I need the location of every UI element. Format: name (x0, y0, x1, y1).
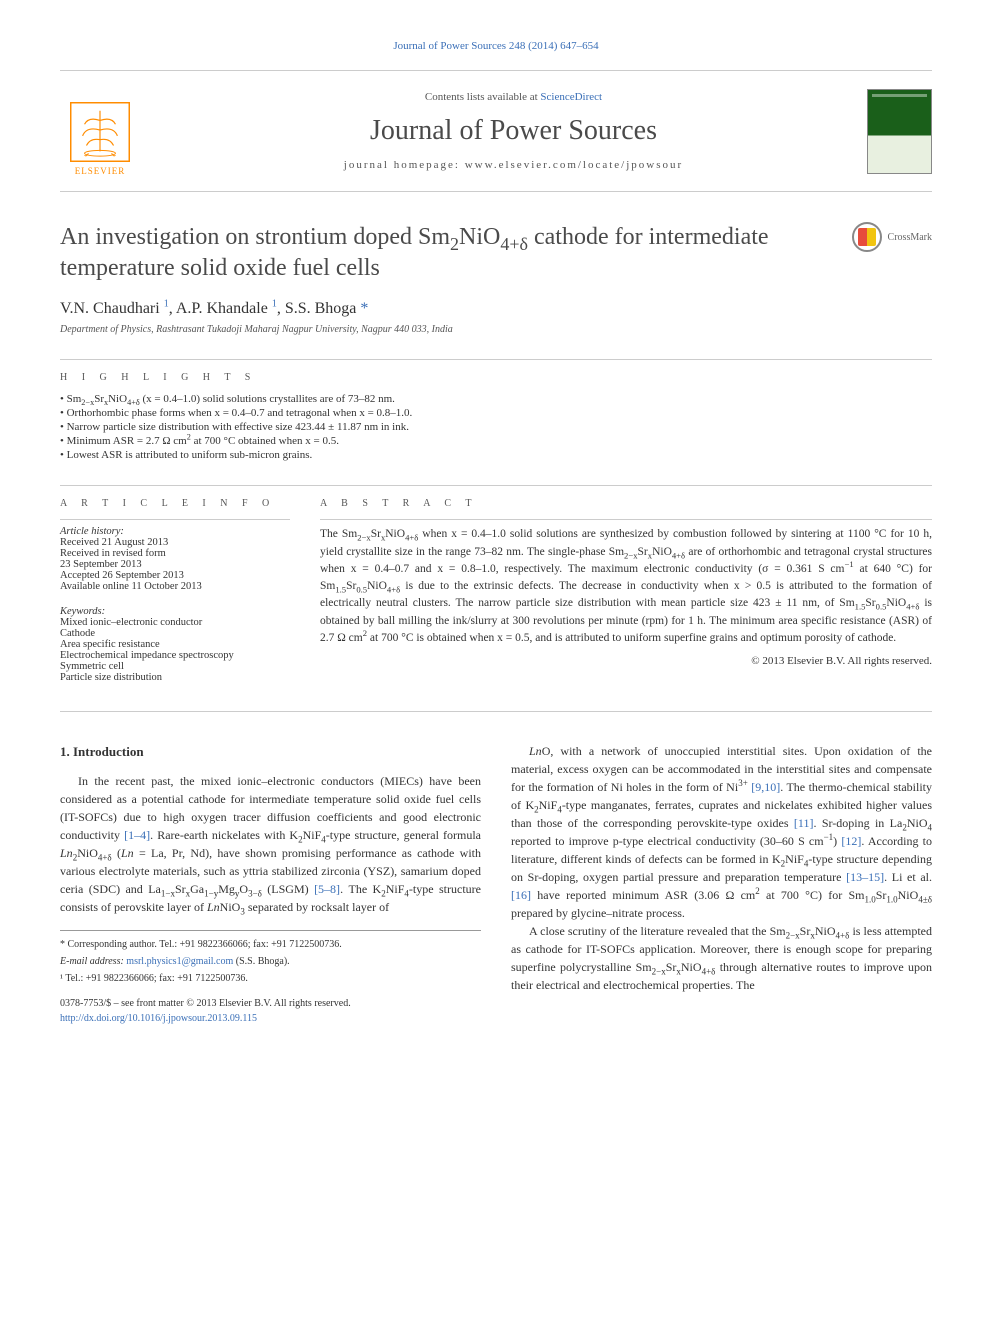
email-link[interactable]: msrl.physics1@gmail.com (126, 956, 233, 967)
contents-available: Contents lists available at ScienceDirec… (160, 91, 867, 103)
body-paragraph: In the recent past, the mixed ionic–elec… (60, 772, 481, 916)
divider (60, 711, 932, 712)
affiliation: Department of Physics, Rashtrasant Tukad… (60, 324, 932, 335)
history-item: 23 September 2013 (60, 559, 142, 570)
history-item: Available online 11 October 2013 (60, 581, 202, 592)
publisher-logo[interactable]: ELSEVIER (60, 86, 140, 176)
abstract-copyright: © 2013 Elsevier B.V. All rights reserved… (320, 655, 932, 667)
highlights-list: Sm2−xSrxNiO4+δ (x = 0.4–1.0) solid solut… (60, 393, 932, 461)
front-matter-meta: 0378-7753/$ – see front matter © 2013 El… (60, 996, 481, 1026)
citation-link[interactable]: Journal of Power Sources 248 (2014) 647–… (60, 40, 932, 52)
homepage-prefix: journal homepage: (344, 159, 465, 171)
divider (60, 359, 932, 360)
email-label: E-mail address: (60, 956, 126, 967)
article-title: An investigation on strontium doped Sm2N… (60, 222, 832, 284)
history-label: Article history: (60, 526, 124, 537)
header-center: Contents lists available at ScienceDirec… (160, 91, 867, 171)
highlight-item: Orthorhombic phase forms when x = 0.4–0.… (60, 407, 932, 419)
divider (60, 519, 290, 520)
highlight-item: Sm2−xSrxNiO4+δ (x = 0.4–1.0) solid solut… (60, 393, 932, 405)
crossmark-label: CrossMark (888, 232, 932, 243)
keywords-label: Keywords: (60, 606, 290, 617)
body-paragraph: LnO, with a network of unoccupied inters… (511, 742, 932, 922)
section-heading: 1. Introduction (60, 742, 481, 762)
sciencedirect-link[interactable]: ScienceDirect (540, 91, 602, 103)
publisher-name: ELSEVIER (75, 166, 126, 176)
article-info-label: A R T I C L E I N F O (60, 498, 290, 509)
keyword: Cathode (60, 628, 290, 639)
history-item: Received 21 August 2013 (60, 537, 168, 548)
email-footnote: E-mail address: msrl.physics1@gmail.com … (60, 954, 481, 969)
authors-line: V.N. Chaudhari 1, A.P. Khandale 1, S.S. … (60, 300, 932, 318)
homepage-url[interactable]: www.elsevier.com/locate/jpowsour (465, 159, 683, 171)
abstract-text: The Sm2−xSrxNiO4+δ when x = 0.4–1.0 soli… (320, 526, 932, 647)
article-info-col: A R T I C L E I N F O Article history: R… (60, 498, 290, 683)
history-item: Accepted 26 September 2013 (60, 570, 184, 581)
elsevier-tree-icon (70, 102, 130, 162)
keyword: Particle size distribution (60, 672, 290, 683)
keyword: Area specific resistance (60, 639, 290, 650)
journal-homepage: journal homepage: www.elsevier.com/locat… (160, 159, 867, 171)
divider (60, 485, 932, 486)
tel-footnote: ¹ Tel.: +91 9822366066; fax: +91 7122500… (60, 971, 481, 986)
journal-name: Journal of Power Sources (160, 115, 867, 147)
abstract-col: A B S T R A C T The Sm2−xSrxNiO4+δ when … (320, 498, 932, 683)
abstract-label: A B S T R A C T (320, 498, 932, 509)
highlight-item: Lowest ASR is attributed to uniform sub-… (60, 449, 932, 461)
footnotes-block: * Corresponding author. Tel.: +91 982236… (60, 930, 481, 986)
corr-author-footnote: * Corresponding author. Tel.: +91 982236… (60, 937, 481, 952)
issn-line: 0378-7753/$ – see front matter © 2013 El… (60, 996, 481, 1011)
keyword: Mixed ionic–electronic conductor (60, 617, 290, 628)
journal-cover-thumb[interactable] (867, 89, 932, 174)
highlights-label: H I G H L I G H T S (60, 372, 932, 383)
history-item: Received in revised form (60, 548, 166, 559)
contents-prefix: Contents lists available at (425, 91, 540, 103)
divider (320, 519, 932, 520)
crossmark-icon (852, 222, 882, 252)
crossmark-badge[interactable]: CrossMark (852, 222, 932, 252)
body-two-column: 1. Introduction In the recent past, the … (60, 742, 932, 1026)
keyword: Electrochemical impedance spectroscopy (60, 650, 290, 661)
highlight-item: Narrow particle size distribution with e… (60, 421, 932, 433)
journal-header: ELSEVIER Contents lists available at Sci… (60, 70, 932, 192)
section-number: 1. (60, 744, 70, 759)
keyword: Symmetric cell (60, 661, 290, 672)
highlight-item: Minimum ASR = 2.7 Ω cm2 at 700 °C obtain… (60, 435, 932, 447)
body-paragraph: A close scrutiny of the literature revea… (511, 922, 932, 994)
email-suffix: (S.S. Bhoga). (233, 956, 289, 967)
doi-link[interactable]: http://dx.doi.org/10.1016/j.jpowsour.201… (60, 1013, 257, 1024)
section-title: Introduction (73, 744, 144, 759)
